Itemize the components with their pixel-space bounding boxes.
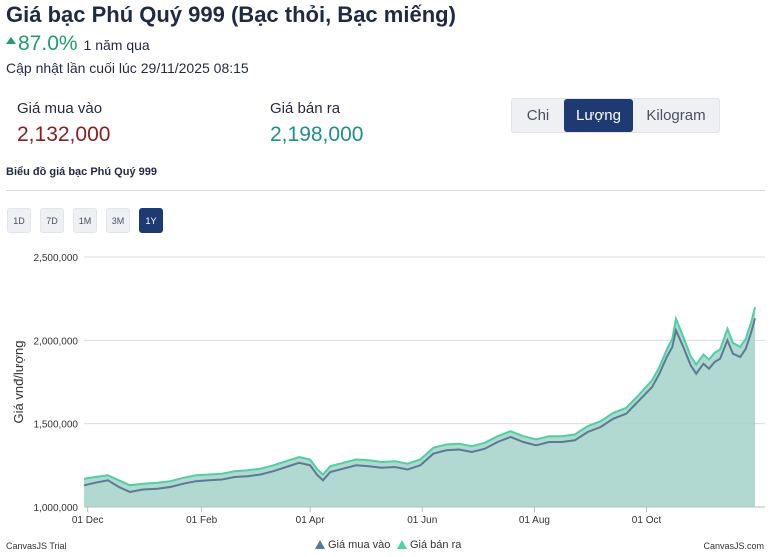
- range-button-7d[interactable]: 7D: [40, 208, 64, 233]
- change-period: 1 năm qua: [83, 37, 150, 53]
- buy-series-line: [83, 318, 756, 494]
- y-axis-title: Giá vnđ/lượng: [11, 341, 26, 424]
- x-tick-label: 01 Apr: [296, 515, 326, 526]
- page-title: Giá bạc Phú Quý 999 (Bạc thỏi, Bạc miếng…: [6, 2, 456, 27]
- x-tick-label: 01 Aug: [519, 515, 550, 526]
- y-tick-label: 2,500,000: [34, 253, 79, 264]
- sell-price-value: 2,198,000: [270, 123, 364, 146]
- change-percent: 87.0%: [18, 32, 78, 55]
- legend-sell-label: Giá bán ra: [410, 539, 462, 551]
- legend-sell-icon: [397, 540, 407, 549]
- buy-price-label: Giá mua vào: [17, 100, 103, 117]
- unit-selector: Chi Lượng Kilogram: [511, 98, 720, 133]
- unit-option-luong[interactable]: Lượng: [564, 99, 633, 132]
- canvasjs-credit-link[interactable]: CanvasJS.com: [703, 541, 764, 551]
- price-change: 87.0% 1 năm qua: [6, 32, 150, 56]
- sell-price-label: Giá bán ra: [270, 100, 341, 117]
- updated-time: 29/11/2025 08:15: [140, 60, 249, 76]
- sell-area-fill: [84, 307, 755, 507]
- y-tick-label: 2,000,000: [34, 336, 79, 347]
- updated-label: Cập nhật lần cuối lúc: [6, 60, 137, 76]
- sell-series-line: [83, 307, 756, 487]
- x-tick-label: 01 Feb: [186, 515, 218, 526]
- buy-price-value: 2,132,000: [17, 123, 111, 146]
- x-tick-label: 01 Dec: [72, 515, 104, 526]
- y-tick-label: 1,000,000: [34, 503, 79, 514]
- x-tick-label: 01 Jun: [407, 515, 437, 526]
- range-selector: 1D 7D 1M 3M 1Y: [7, 208, 163, 233]
- canvasjs-trial-label: CanvasJS Trial: [6, 541, 67, 551]
- range-button-1d[interactable]: 1D: [7, 208, 31, 233]
- range-button-1y[interactable]: 1Y: [139, 208, 163, 233]
- legend-buy-label: Giá mua vào: [328, 539, 390, 551]
- divider: [6, 190, 765, 191]
- chart-caption: Biểu đồ giá bạc Phú Quý 999: [6, 166, 157, 178]
- sell-price-block: Giá bán ra 2,198,000: [270, 100, 363, 147]
- range-button-1m[interactable]: 1M: [73, 208, 97, 233]
- triangle-up-icon: [6, 37, 16, 44]
- last-updated: Cập nhật lần cuối lúc 29/11/2025 08:15: [6, 60, 249, 76]
- unit-option-kilogram[interactable]: Kilogram: [646, 107, 706, 124]
- unit-option-chi[interactable]: Chi: [526, 107, 550, 124]
- x-tick-label: 01 Oct: [632, 515, 662, 526]
- buy-price-block: Giá mua vào 2,132,000: [17, 100, 110, 147]
- y-tick-label: 1,500,000: [34, 420, 79, 431]
- legend-buy-icon: [315, 540, 325, 549]
- range-button-3m[interactable]: 3M: [106, 208, 130, 233]
